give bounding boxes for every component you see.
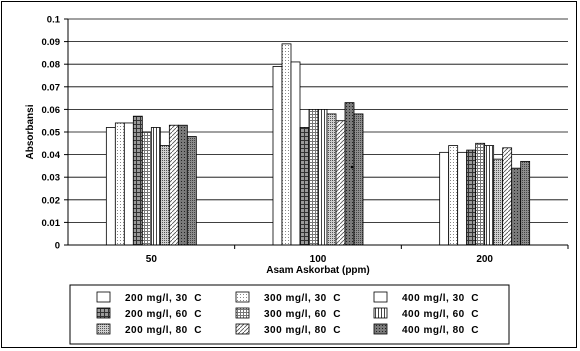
x-category-label: 100 bbox=[310, 254, 327, 265]
legend-swatch bbox=[235, 307, 250, 319]
legend-swatch bbox=[235, 323, 250, 335]
bar bbox=[308, 109, 319, 246]
legend-label: 400 mg/l, 60 C bbox=[402, 309, 479, 320]
bar bbox=[493, 158, 504, 246]
bar bbox=[168, 124, 179, 246]
bar bbox=[299, 127, 310, 246]
y-tick-label: 0.1 bbox=[47, 15, 61, 26]
legend-label: 200 mg/l, 60 C bbox=[125, 309, 202, 320]
x-category-label: 50 bbox=[146, 254, 158, 265]
bar bbox=[114, 122, 125, 246]
data-speck bbox=[350, 165, 354, 169]
y-tick-label: 0.08 bbox=[42, 60, 61, 71]
legend-label: 300 mg/l, 30 C bbox=[264, 293, 341, 304]
legend-swatch bbox=[235, 291, 250, 303]
y-axis-title: Absorbansi bbox=[25, 104, 36, 159]
y-tick-label: 0.04 bbox=[42, 150, 61, 161]
bar bbox=[344, 102, 355, 246]
legend-label: 300 mg/l, 60 C bbox=[264, 309, 341, 320]
legend-swatch bbox=[373, 307, 388, 319]
legend-swatch bbox=[96, 323, 111, 335]
y-tick-label: 0.06 bbox=[42, 105, 61, 116]
bar bbox=[448, 145, 459, 246]
bar bbox=[105, 127, 116, 246]
y-tick-label: 0.02 bbox=[42, 195, 61, 206]
legend-label: 300 mg/l, 80 C bbox=[264, 325, 341, 336]
bars bbox=[105, 43, 531, 246]
bar bbox=[457, 151, 468, 246]
x-category-label: 200 bbox=[476, 254, 493, 265]
legend-box bbox=[69, 284, 510, 345]
bar bbox=[335, 120, 346, 246]
bar bbox=[520, 160, 531, 246]
bar bbox=[150, 127, 161, 246]
y-tick-label: 0 bbox=[55, 241, 60, 252]
bar bbox=[177, 124, 188, 246]
bar bbox=[123, 122, 134, 246]
y-tick-label: 0.09 bbox=[42, 37, 61, 48]
legend-swatch bbox=[96, 291, 111, 303]
bar bbox=[466, 149, 477, 246]
bar bbox=[317, 109, 328, 246]
bar bbox=[439, 151, 450, 246]
y-tick-label: 0.05 bbox=[42, 128, 61, 139]
bar bbox=[159, 145, 170, 246]
legend-label: 400 mg/l, 80 C bbox=[402, 325, 479, 336]
bar bbox=[132, 115, 143, 246]
bar bbox=[141, 131, 152, 246]
x-axis-categories: 50 100 200 bbox=[146, 245, 569, 265]
legend-label: 200 mg/l, 30 C bbox=[125, 293, 202, 304]
legend-swatch bbox=[96, 307, 111, 319]
y-axis-ticks: 0 0.01 0.02 0.03 0.04 0.05 0.06 0.07 0.08 0.09 0.1 bbox=[42, 15, 68, 252]
legend: 200 mg/l, 30 C 300 mg/l, 30 C 400 mg/l, 30… bbox=[69, 284, 510, 345]
y-tick-label: 0.03 bbox=[42, 173, 61, 184]
bar bbox=[186, 136, 197, 246]
legend-label: 200 mg/l, 80 C bbox=[125, 325, 202, 336]
y-tick-label: 0.07 bbox=[42, 82, 61, 93]
bar bbox=[326, 113, 337, 246]
bar bbox=[290, 61, 301, 246]
y-tick-label: 0.01 bbox=[42, 218, 61, 229]
bar bbox=[475, 142, 486, 246]
bar bbox=[281, 43, 292, 246]
bar bbox=[484, 145, 495, 246]
x-axis-title: Asam Askorbat (ppm) bbox=[266, 265, 370, 276]
bar bbox=[502, 147, 513, 246]
bar bbox=[511, 167, 522, 246]
bar bbox=[272, 66, 283, 246]
legend-swatch bbox=[373, 323, 388, 335]
legend-label: 400 mg/l, 30 C bbox=[402, 293, 479, 304]
legend-swatch bbox=[373, 291, 388, 303]
bar bbox=[353, 113, 364, 246]
